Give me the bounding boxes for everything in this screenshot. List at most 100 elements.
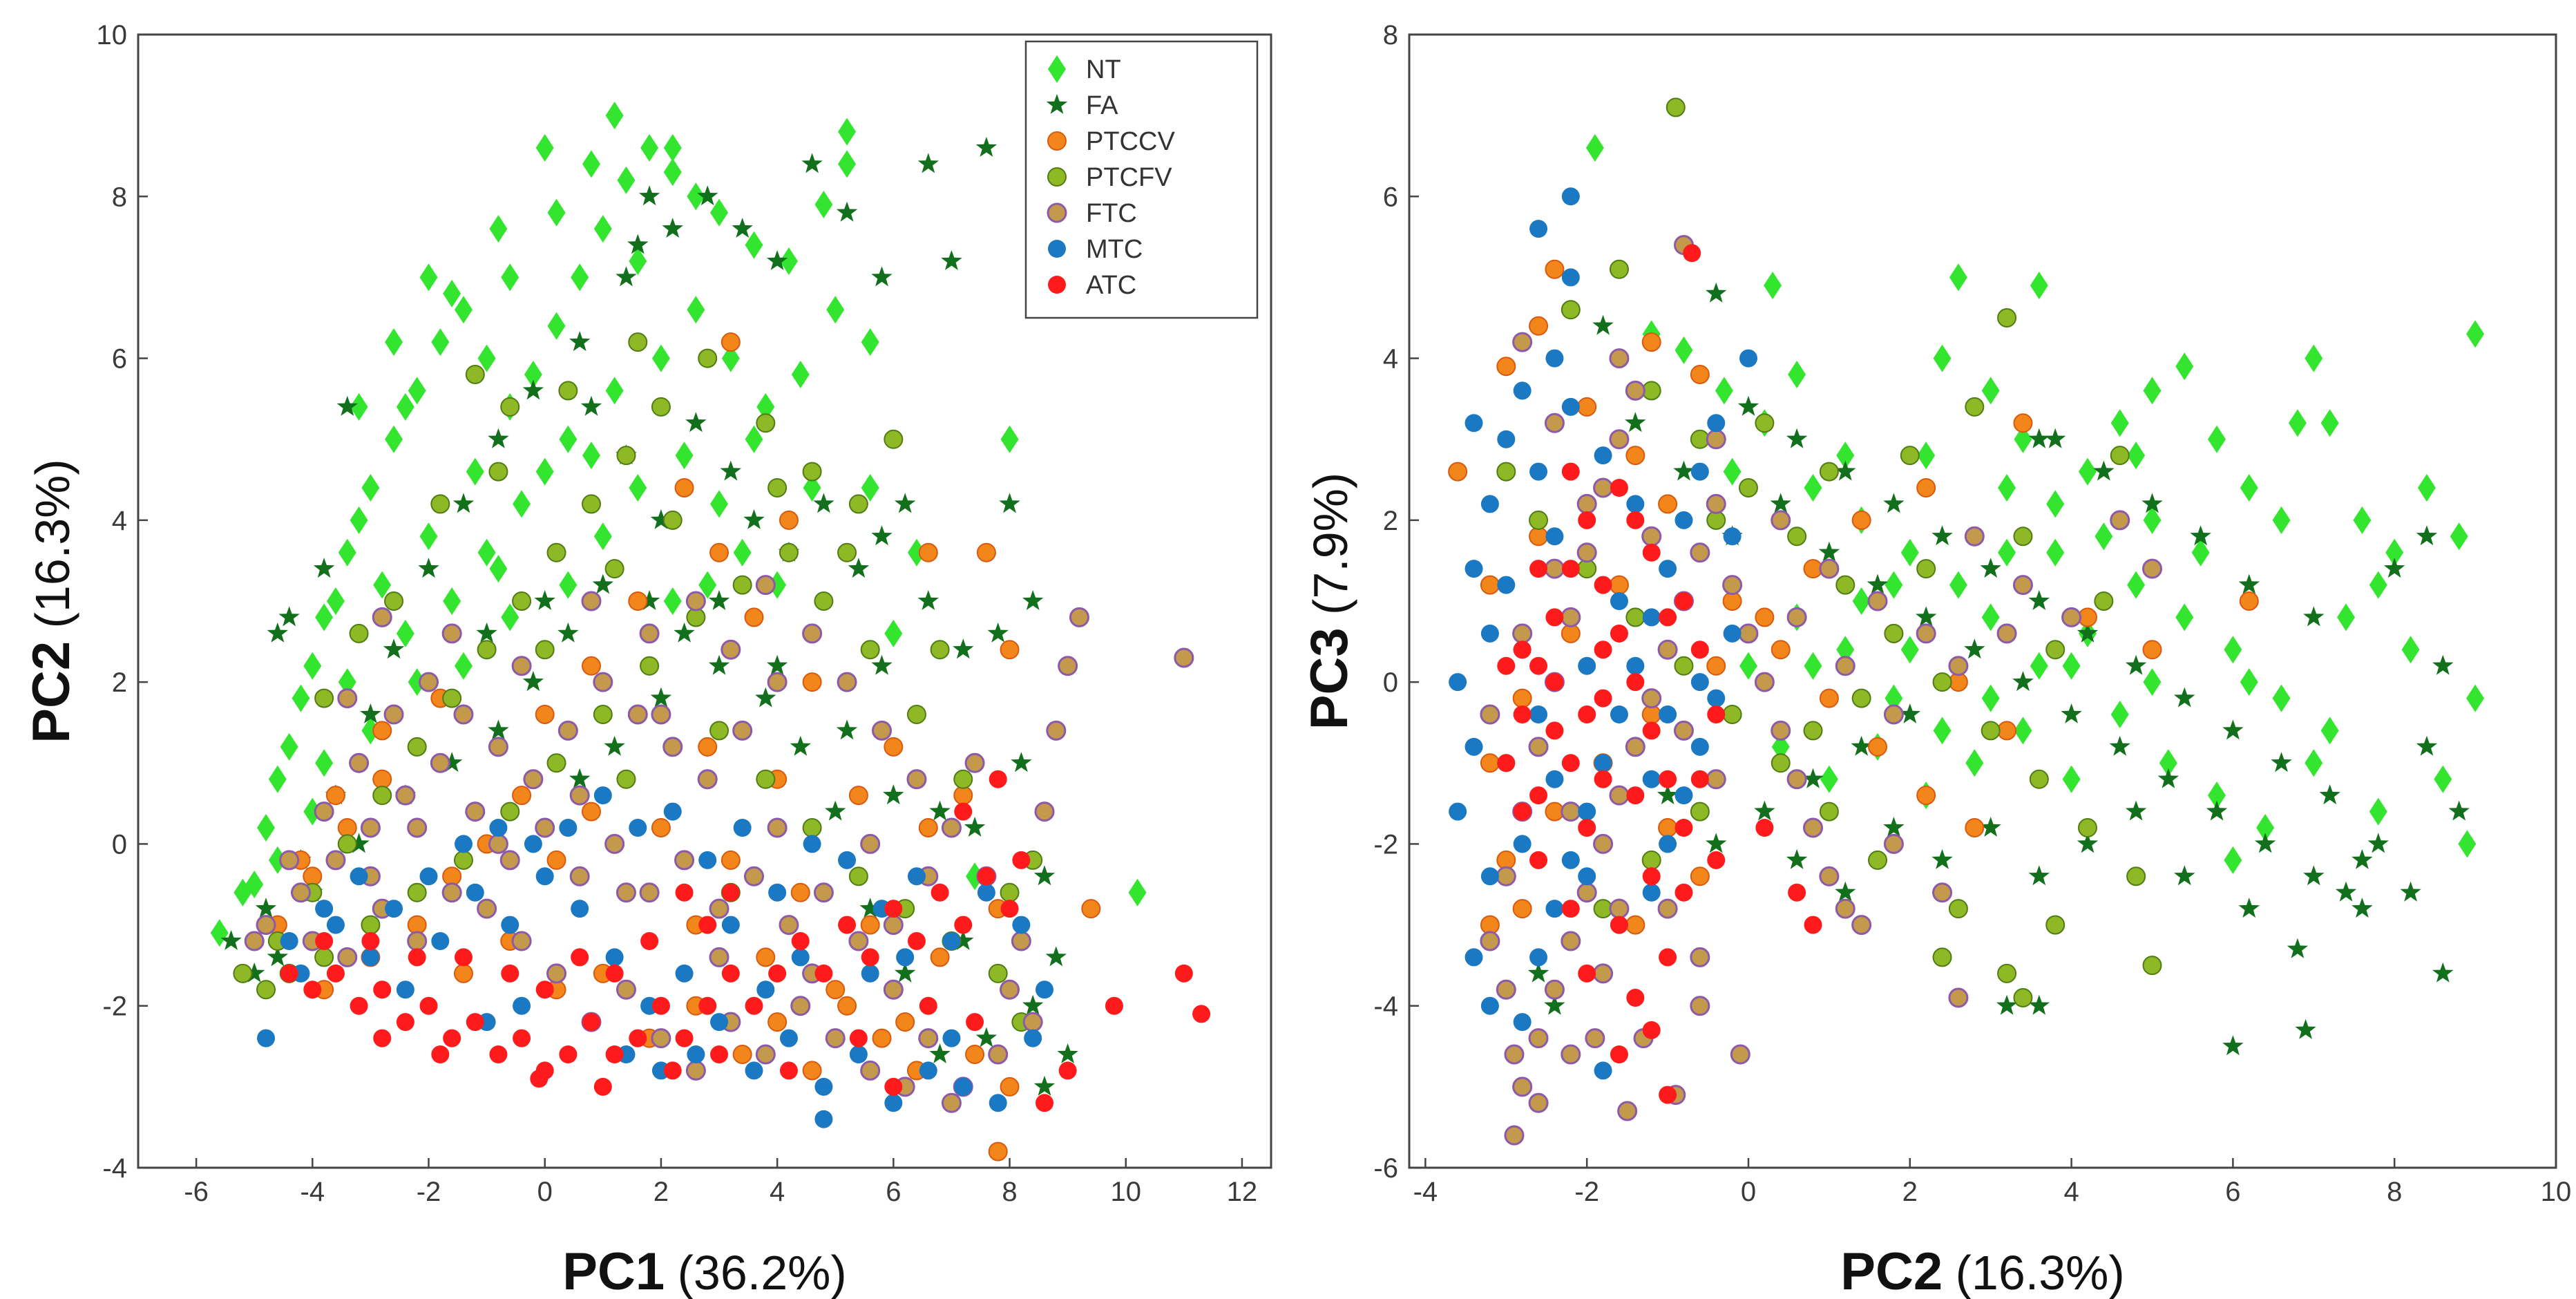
left-y-axis-label: PC2 (16.3%): [22, 459, 81, 743]
right-point-nt: [2175, 352, 2194, 381]
right-point-nt: [2127, 571, 2146, 599]
right-point-fa: [1916, 606, 1937, 627]
left-point-fa: [941, 250, 962, 270]
left-point-ftc: [651, 1028, 671, 1049]
right-point-fa: [1931, 525, 1953, 546]
left-point-fa: [697, 185, 718, 206]
right-point-ftc: [1754, 672, 1775, 692]
left-point-fa: [964, 817, 986, 837]
right-point-fa: [2174, 687, 2195, 708]
left-point-ptcfv: [582, 494, 601, 514]
right-point-ftc: [2061, 607, 2082, 627]
left-point-ptcfv: [779, 542, 799, 562]
left-point-fa: [883, 784, 904, 805]
right-point-nt: [2030, 652, 2048, 680]
left-point-ptccv: [303, 866, 323, 886]
right-point-fa: [1657, 784, 1679, 805]
left-point-ftc: [488, 737, 508, 757]
left-point-ptccv: [709, 542, 729, 562]
left-point-nt: [1000, 425, 1019, 453]
right-point-ftc: [1690, 947, 1710, 967]
right-point-ptcfv: [1755, 413, 1775, 433]
right-point-ptccv: [1997, 721, 2017, 741]
left-point-ptccv: [535, 705, 555, 724]
right-point-fa: [1786, 848, 1808, 869]
left-point-ptccv: [337, 818, 357, 837]
left-point-ftc: [383, 704, 404, 725]
left-point-fa: [953, 930, 974, 950]
right-point-ftc: [1657, 898, 1678, 919]
right-point-fa: [2045, 428, 2066, 448]
right-point-atc: [1578, 705, 1596, 723]
left-point-fa: [278, 606, 300, 627]
left-point-atc: [1012, 851, 1031, 869]
left-point-ftc: [697, 769, 718, 790]
right-point-ptcfv: [1965, 397, 1985, 417]
left-point-mtc: [326, 916, 345, 934]
left-point-ftc: [883, 979, 904, 1000]
right-point-ftc: [1617, 1101, 1638, 1121]
left-point-ftc: [848, 931, 869, 951]
right-point-nt: [2143, 668, 2162, 696]
right-point-ptccv: [1916, 478, 1936, 497]
right-point-fa: [1818, 541, 1840, 562]
right-point-ftc: [1771, 720, 1791, 741]
left-y-tick-label: 4: [112, 506, 127, 536]
right-point-ptcfv: [1738, 478, 1758, 497]
right-point-fa: [2238, 898, 2260, 918]
left-y-tick-label: 10: [97, 20, 128, 50]
right-y-tick-label: 8: [1383, 20, 1398, 50]
right-point-ptccv: [1496, 357, 1516, 377]
left-point-atc: [571, 948, 589, 967]
left-point-ptccv: [872, 1028, 892, 1048]
left-point-fa: [975, 1027, 998, 1047]
left-point-nt: [582, 442, 600, 470]
right-point-nt: [1723, 457, 1742, 486]
left-point-fa: [360, 703, 381, 723]
right-point-ftc: [1657, 639, 1678, 660]
right-x-tick-label: -2: [1574, 1177, 1599, 1207]
left-point-ptcfv: [500, 397, 520, 417]
right-point-nt: [2256, 814, 2275, 842]
left-point-fa: [522, 671, 544, 692]
left-point-mtc: [315, 900, 334, 918]
right-point-ptccv: [1755, 607, 1775, 627]
left-point-fa: [638, 185, 660, 206]
left-point-fa: [848, 558, 870, 578]
left-x-tick-label: -6: [184, 1177, 209, 1207]
left-point-ftc: [325, 850, 346, 871]
right-point-ftc: [1504, 1044, 1525, 1065]
left-point-nt: [396, 619, 414, 647]
right-point-nt: [2320, 717, 2339, 745]
right-point-ptcfv: [2013, 527, 2033, 547]
right-point-fa: [2077, 622, 2099, 643]
right-point-fa: [1835, 460, 1856, 481]
right-point-nt: [2320, 409, 2339, 437]
left-point-ftc: [964, 752, 985, 773]
left-point-mtc: [559, 819, 578, 837]
right-point-nt: [2458, 830, 2477, 858]
right-point-fa: [1706, 282, 1727, 303]
right-point-fa: [2351, 848, 2373, 869]
left-point-ptcfv: [233, 963, 253, 983]
right-point-ptccv: [1916, 786, 1936, 806]
right-point-mtc: [1626, 495, 1645, 513]
right-x-axis-label: PC2 (16.3%): [1840, 1242, 2124, 1299]
left-point-fa: [569, 768, 591, 788]
right-point-ftc: [1528, 1028, 1549, 1049]
left-point-mtc: [838, 851, 857, 869]
right-point-nt: [2030, 272, 2048, 300]
left-point-atc: [1192, 1005, 1211, 1023]
left-x-tick-label: 10: [1110, 1177, 1141, 1207]
right-point-nt: [2305, 344, 2323, 372]
right-point-ptccv: [1965, 818, 1985, 837]
left-point-mtc: [710, 1013, 729, 1032]
left-point-atc: [919, 996, 937, 1015]
left-y-tick-label: -2: [102, 992, 127, 1022]
left-point-mtc: [675, 964, 694, 983]
left-point-ptcfv: [651, 397, 671, 417]
right-point-nt: [2110, 701, 2129, 728]
left-point-atc: [431, 1045, 450, 1063]
left-x-label-bold: PC1: [562, 1242, 665, 1299]
right-point-mtc: [1513, 381, 1532, 400]
